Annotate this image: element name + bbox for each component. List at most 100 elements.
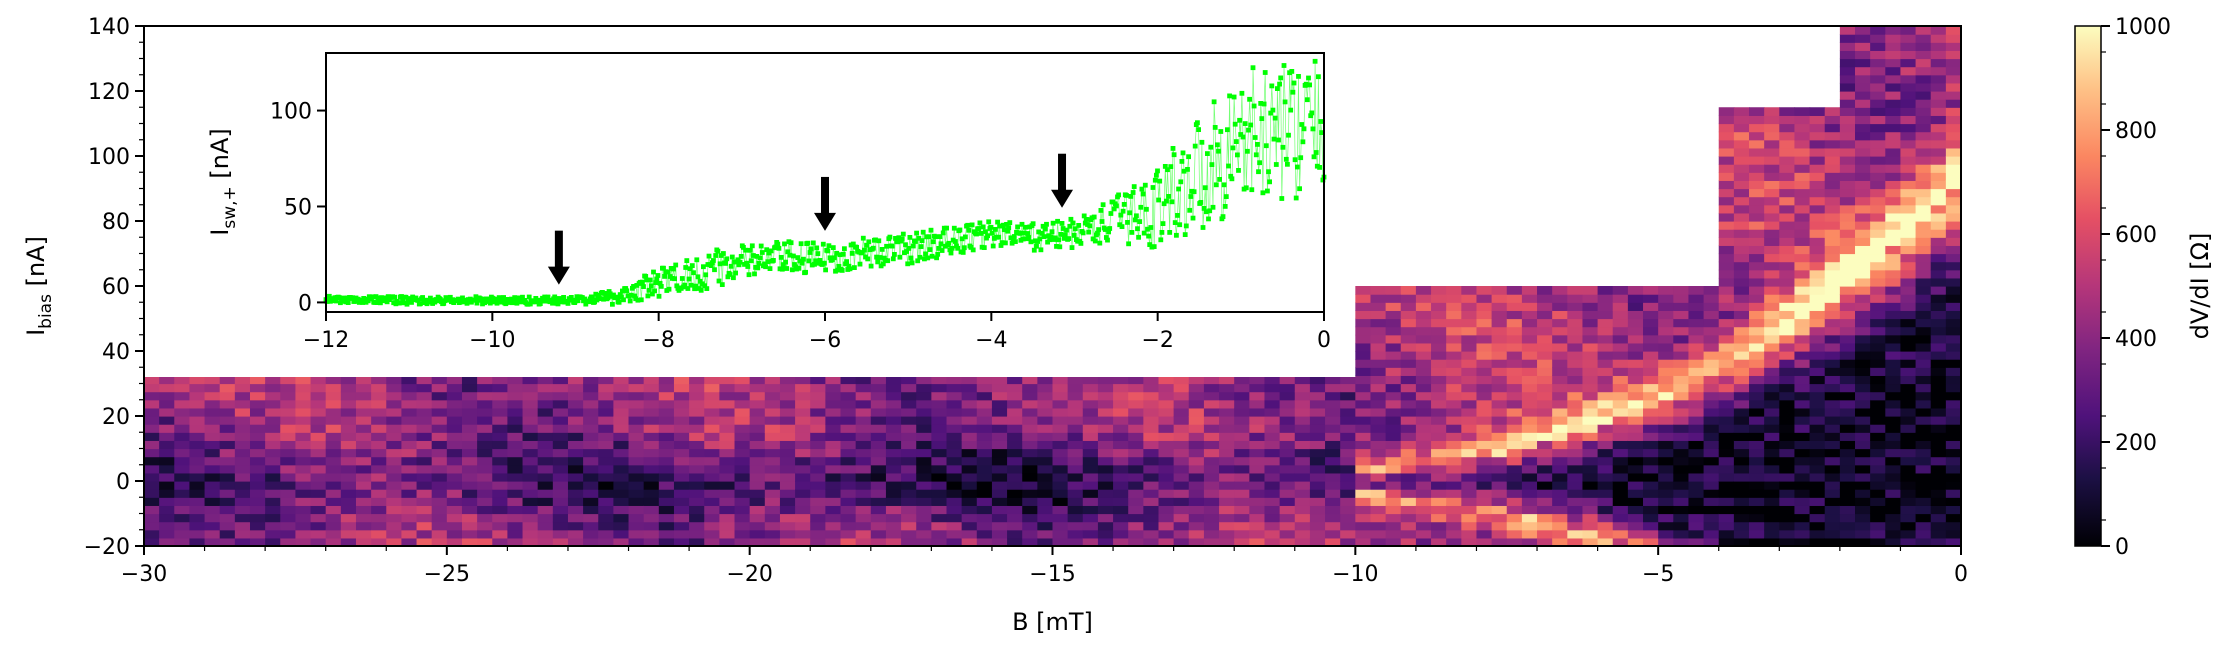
heatmap-cell (643, 383, 660, 393)
inset-point (1195, 120, 1200, 126)
heatmap-cell (446, 383, 463, 393)
inset-point (1238, 132, 1244, 137)
heatmap-cell (1491, 294, 1508, 303)
heatmap-cell (249, 529, 266, 539)
heatmap-cell (1673, 359, 1690, 368)
heatmap-cell (1400, 294, 1417, 303)
heatmap-cell (1597, 456, 1614, 466)
inset-point (1267, 179, 1272, 185)
heatmap-cell (1749, 529, 1765, 539)
inset-point (815, 251, 821, 256)
heatmap-cell (1839, 529, 1856, 539)
heatmap-cell (1809, 383, 1826, 393)
heatmap-cell (1521, 318, 1538, 328)
heatmap-cell (1097, 440, 1114, 450)
heatmap-cell (174, 377, 191, 385)
heatmap-cell (1400, 310, 1417, 320)
heatmap-cell (931, 497, 948, 506)
heatmap-cell (1007, 416, 1023, 425)
heatmap-cell (825, 391, 842, 401)
inset-point (616, 299, 622, 305)
heatmap-cell (1022, 440, 1038, 450)
heatmap-cell (416, 383, 433, 393)
heatmap-cell (1779, 172, 1796, 181)
heatmap-cell (1612, 505, 1629, 515)
inset-point (1066, 236, 1072, 241)
heatmap-cell (507, 377, 524, 385)
heatmap-cell (673, 424, 690, 433)
heatmap-cell (1188, 456, 1205, 466)
heatmap-cell (325, 424, 342, 433)
heatmap-cell (1113, 391, 1129, 401)
heatmap-cell (1824, 253, 1841, 263)
heatmap-cell (1552, 334, 1568, 344)
heatmap-cell (1900, 351, 1917, 360)
heatmap-cell (1764, 383, 1780, 393)
heatmap-cell (1173, 399, 1190, 409)
heatmap-cell (1143, 529, 1160, 539)
heatmap-cell (1855, 34, 1871, 43)
heatmap-cell (1749, 440, 1765, 450)
heatmap-cell (1824, 131, 1841, 141)
heatmap-cell (885, 456, 902, 466)
heatmap-cell (1264, 416, 1281, 425)
heatmap-cell (1839, 310, 1856, 320)
heatmap-cell (204, 481, 221, 490)
heatmap-cell (1128, 383, 1144, 393)
heatmap-cell (1930, 286, 1947, 295)
heatmap-cell (1521, 440, 1538, 450)
heatmap-cell (1279, 481, 1296, 490)
heatmap-cell (1945, 424, 1961, 433)
heatmap-cell (961, 377, 978, 385)
heatmap-cell (1945, 50, 1961, 60)
heatmap-cell (159, 481, 175, 490)
heatmap-cell (1446, 432, 1462, 441)
heatmap-cell (1718, 456, 1735, 466)
heatmap-cell (1779, 147, 1796, 157)
heatmap-cell (204, 432, 221, 441)
heatmap-cell (673, 529, 690, 539)
heatmap-cell (1219, 377, 1235, 385)
heatmap-cell (1219, 391, 1235, 401)
heatmap-cell (1900, 399, 1917, 409)
inset-point (1222, 204, 1228, 209)
heatmap-cell (477, 383, 493, 393)
heatmap-cell (1688, 432, 1705, 441)
main-y-tick-label: 20 (102, 405, 130, 430)
heatmap-cell (1400, 440, 1417, 450)
heatmap-cell (1643, 440, 1659, 450)
heatmap-cell (1885, 505, 1902, 515)
inset-point (1246, 127, 1251, 133)
heatmap-cell (1764, 529, 1780, 539)
inset-point (927, 247, 933, 252)
heatmap-cell (1703, 286, 1720, 295)
heatmap-cell (1855, 107, 1871, 116)
arrow-shaft (1058, 153, 1067, 192)
heatmap-cell (961, 407, 978, 417)
heatmap-cell (1567, 375, 1584, 385)
heatmap-cell (552, 456, 569, 466)
inset-point (1211, 99, 1217, 105)
heatmap-cell (1673, 537, 1690, 546)
heatmap-cell (461, 432, 478, 441)
inset-point (1278, 75, 1284, 81)
heatmap-cell (1839, 464, 1856, 474)
heatmap-cell (734, 456, 751, 466)
inset-point (834, 250, 840, 256)
inset-point (762, 261, 767, 267)
heatmap-cell (795, 489, 811, 498)
heatmap-cell (1703, 310, 1720, 320)
inset-point (748, 258, 754, 264)
heatmap-cell (840, 505, 857, 515)
heatmap-cell (1007, 407, 1023, 417)
heatmap-cell (598, 424, 614, 433)
heatmap-cell (1915, 123, 1932, 133)
heatmap-cell (810, 377, 826, 385)
inset-point (494, 300, 500, 306)
heatmap-cell (1279, 416, 1296, 425)
inset-point (717, 261, 723, 267)
heatmap-cell (1855, 383, 1871, 393)
heatmap-cell (1309, 529, 1326, 539)
heatmap-cell (1733, 261, 1750, 271)
heatmap-cell (1718, 424, 1735, 433)
